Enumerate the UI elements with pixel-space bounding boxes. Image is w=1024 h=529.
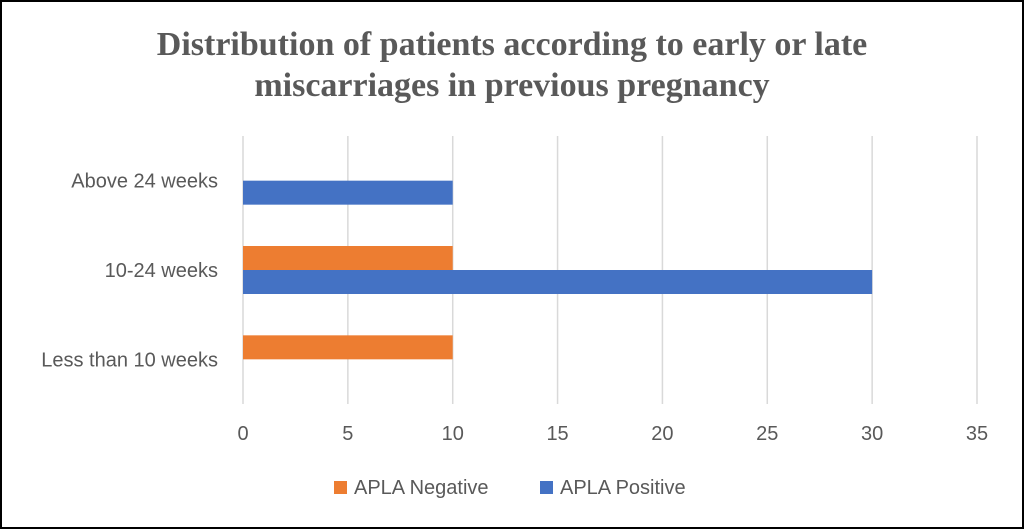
x-tick-labels: 0 5 10 15 20 25 30 35 — [237, 423, 988, 445]
x-tick-label: 10 — [442, 423, 464, 445]
legend-swatch — [540, 481, 553, 494]
legend-swatch — [334, 481, 347, 494]
category-label: Less than 10 weeks — [41, 349, 218, 371]
bars — [243, 180, 873, 360]
legend-label: APLA Negative — [354, 477, 489, 499]
bar-apla-positive — [243, 270, 873, 294]
bar-apla-negative — [243, 335, 453, 360]
category-labels: Above 24 weeks 10-24 weeks Less than 10 we… — [41, 171, 218, 372]
x-tick-label: 30 — [861, 423, 883, 445]
chart-title-line-2: miscarriages in previous pregnancy — [254, 67, 769, 104]
chart-title-line-1: Distribution of patients according to ea… — [157, 26, 867, 63]
category-label: Above 24 weeks — [71, 171, 218, 193]
x-tick-label: 5 — [342, 423, 353, 445]
bar-apla-negative — [243, 246, 453, 270]
legend-label: APLA Positive — [560, 477, 686, 499]
x-tick-label: 15 — [546, 423, 568, 445]
legend: APLA Negative APLA Positive — [334, 477, 686, 499]
category-label: 10-24 weeks — [105, 260, 218, 282]
x-tick-label: 25 — [756, 423, 778, 445]
bar-apla-positive — [243, 180, 453, 205]
x-tick-label: 35 — [966, 423, 988, 445]
chart-title: Distribution of patients according to ea… — [157, 26, 867, 104]
x-tick-label: 0 — [237, 423, 248, 445]
x-tick-label: 20 — [651, 423, 673, 445]
